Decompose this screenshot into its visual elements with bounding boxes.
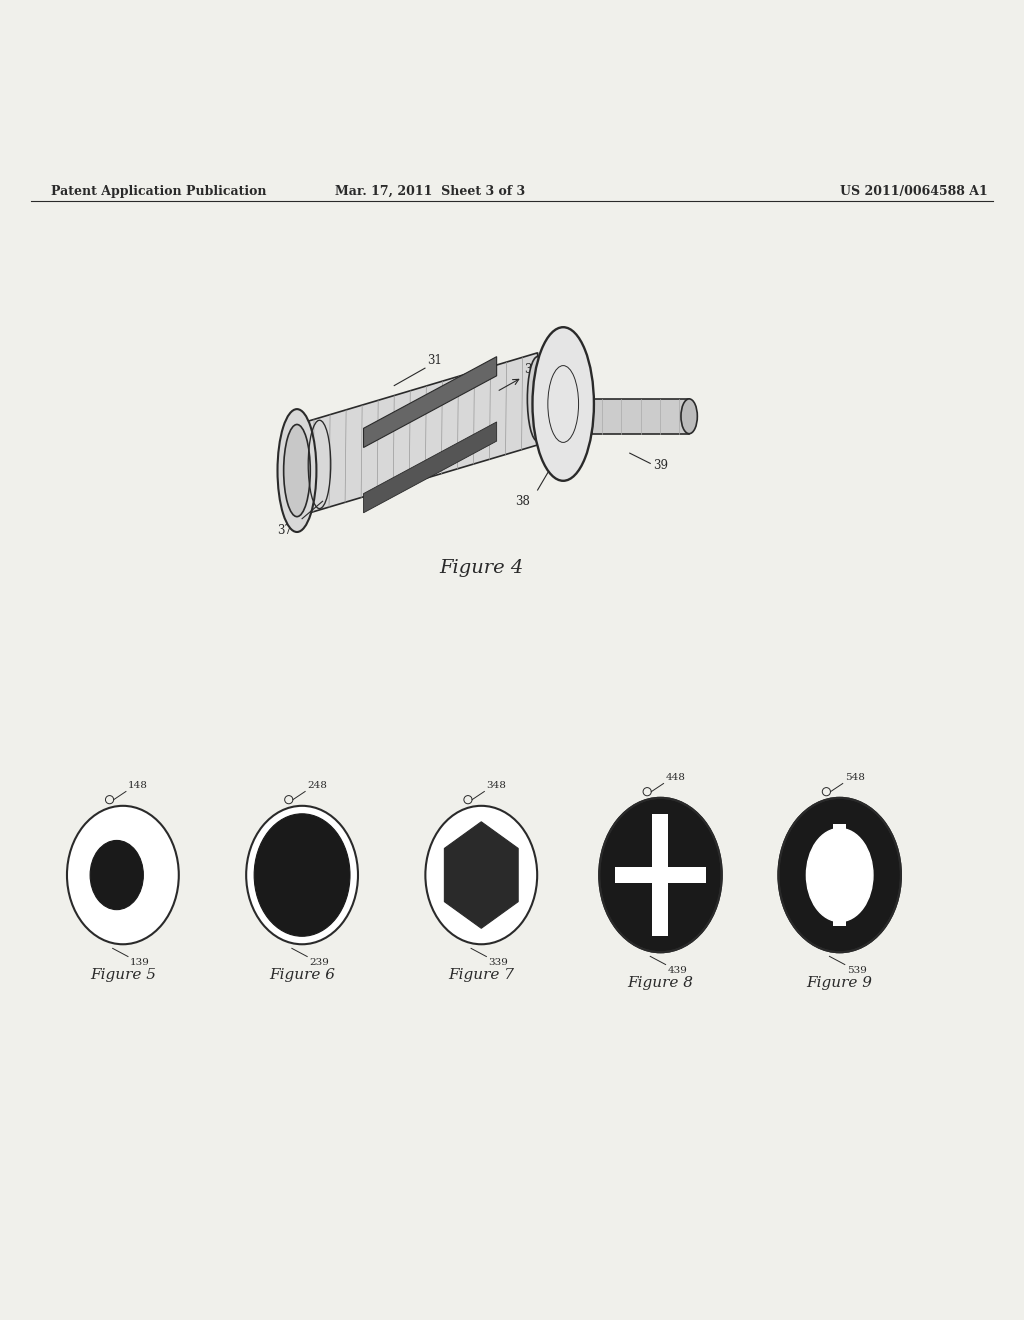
Text: 248: 248 [307, 781, 327, 791]
Bar [614, 867, 707, 883]
Text: US 2011/0064588 A1: US 2011/0064588 A1 [840, 185, 987, 198]
Polygon shape [364, 356, 497, 447]
Ellipse shape [246, 805, 358, 944]
Bar [834, 915, 846, 927]
Text: 539: 539 [847, 965, 866, 974]
Polygon shape [444, 822, 518, 928]
Text: Figure 4: Figure 4 [439, 558, 523, 577]
Text: 31: 31 [427, 354, 442, 367]
Text: Figure 6: Figure 6 [269, 969, 335, 982]
Text: Mar. 17, 2011  Sheet 3 of 3: Mar. 17, 2011 Sheet 3 of 3 [335, 185, 525, 198]
Ellipse shape [807, 829, 872, 921]
Text: 448: 448 [666, 774, 685, 783]
Ellipse shape [527, 356, 548, 441]
Text: 339: 339 [488, 957, 508, 966]
Ellipse shape [90, 841, 143, 909]
Text: Patent Application Publication: Patent Application Publication [51, 185, 266, 198]
Text: 37: 37 [278, 524, 292, 537]
Text: 239: 239 [309, 957, 329, 966]
Ellipse shape [599, 797, 722, 952]
Text: 139: 139 [130, 957, 150, 966]
Bar [834, 824, 846, 836]
Text: Figure 8: Figure 8 [628, 977, 693, 990]
Ellipse shape [778, 797, 901, 952]
Polygon shape [592, 399, 689, 434]
Ellipse shape [284, 425, 310, 516]
Ellipse shape [681, 399, 697, 434]
Polygon shape [297, 352, 538, 516]
Ellipse shape [254, 814, 350, 936]
Text: 348: 348 [486, 781, 506, 791]
Ellipse shape [278, 409, 316, 532]
Polygon shape [364, 422, 497, 512]
Text: 39: 39 [653, 459, 669, 473]
Ellipse shape [425, 805, 538, 944]
Text: 439: 439 [668, 965, 687, 974]
Text: Figure 7: Figure 7 [449, 969, 514, 982]
Bar [652, 814, 669, 936]
Text: 38: 38 [515, 495, 529, 508]
Ellipse shape [532, 327, 594, 480]
Text: Figure 9: Figure 9 [807, 977, 872, 990]
Text: 548: 548 [845, 774, 864, 783]
Ellipse shape [67, 805, 179, 944]
Text: 33: 33 [524, 363, 540, 376]
Text: Figure 5: Figure 5 [90, 969, 156, 982]
Text: 148: 148 [128, 781, 147, 791]
